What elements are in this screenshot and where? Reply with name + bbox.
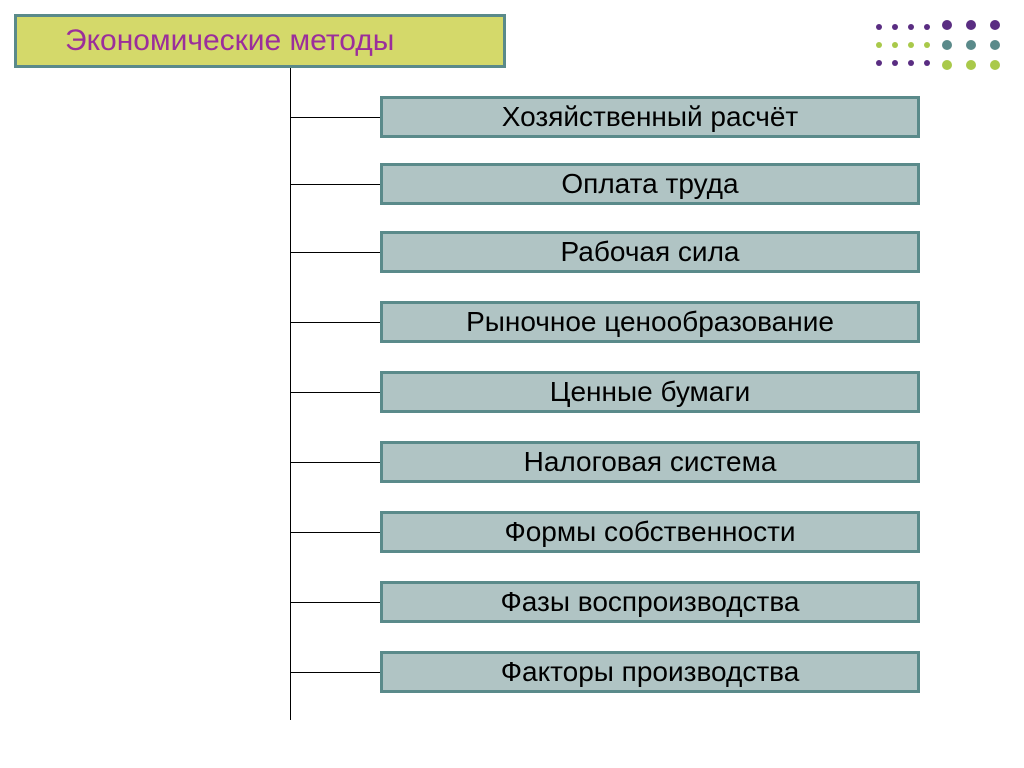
dot-icon <box>876 60 882 66</box>
dot-icon <box>942 60 952 70</box>
item-label: Рыночное ценообразование <box>466 306 834 338</box>
dot-icon <box>942 40 952 50</box>
dot-icon <box>892 42 898 48</box>
dot-icon <box>924 60 930 66</box>
item-label: Фазы воспроизводства <box>500 586 799 618</box>
connector-trunk <box>290 68 291 720</box>
item-box: Рыночное ценообразование <box>380 301 920 343</box>
title-text: Экономические методы <box>65 24 394 58</box>
dot-icon <box>990 60 1000 70</box>
dot-icon <box>924 42 930 48</box>
item-box: Ценные бумаги <box>380 371 920 413</box>
dot-icon <box>942 20 952 30</box>
item-label: Факторы производства <box>501 656 800 688</box>
dot-icon <box>924 24 930 30</box>
dot-icon <box>966 60 976 70</box>
item-label: Налоговая система <box>524 446 777 478</box>
dot-icon <box>908 42 914 48</box>
item-box: Оплата труда <box>380 163 920 205</box>
connector-branch <box>290 184 380 185</box>
dot-icon <box>908 24 914 30</box>
dot-icon <box>990 20 1000 30</box>
item-box: Формы собственности <box>380 511 920 553</box>
dot-icon <box>908 60 914 66</box>
dot-icon <box>966 20 976 30</box>
item-label: Оплата труда <box>561 168 738 200</box>
dot-icon <box>876 24 882 30</box>
connector-branch <box>290 252 380 253</box>
item-label: Рабочая сила <box>561 236 740 268</box>
item-box: Факторы производства <box>380 651 920 693</box>
item-label: Хозяйственный расчёт <box>502 101 799 133</box>
dot-icon <box>876 42 882 48</box>
dot-icon <box>892 60 898 66</box>
connector-branch <box>290 392 380 393</box>
connector-branch <box>290 462 380 463</box>
connector-branch <box>290 672 380 673</box>
connector-branch <box>290 117 380 118</box>
item-label: Ценные бумаги <box>550 376 750 408</box>
connector-branch <box>290 532 380 533</box>
dot-icon <box>892 24 898 30</box>
item-box: Налоговая система <box>380 441 920 483</box>
dot-icon <box>966 40 976 50</box>
item-box: Фазы воспроизводства <box>380 581 920 623</box>
dot-icon <box>990 40 1000 50</box>
connector-branch <box>290 322 380 323</box>
title-box: Экономические методы <box>14 14 506 68</box>
item-box: Хозяйственный расчёт <box>380 96 920 138</box>
connector-branch <box>290 602 380 603</box>
item-label: Формы собственности <box>504 516 795 548</box>
decoration-dots <box>876 20 1006 80</box>
item-box: Рабочая сила <box>380 231 920 273</box>
